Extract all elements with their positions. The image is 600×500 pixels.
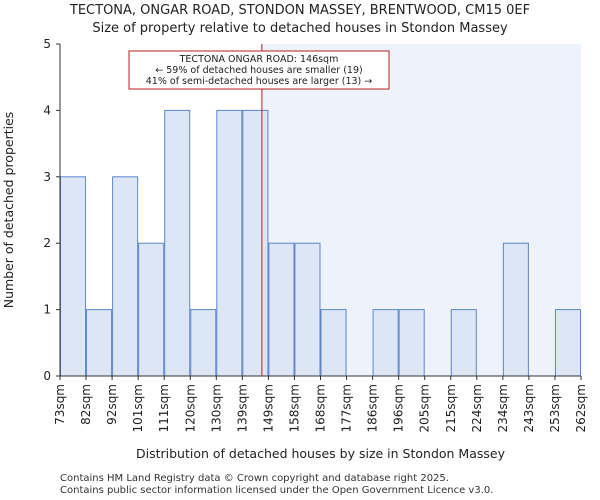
chart-subtitle: Size of property relative to detached ho… — [92, 21, 508, 36]
histogram-bar — [450, 309, 477, 377]
x-tick-label: 149sqm — [261, 384, 275, 432]
histogram-bar — [554, 309, 582, 377]
x-tick-label: 120sqm — [183, 384, 197, 432]
y-tick-label: 5 — [43, 37, 51, 51]
y-tick-label: 4 — [43, 103, 51, 117]
x-tick-label: 262sqm — [574, 384, 588, 432]
x-tick-label: 253sqm — [548, 384, 562, 432]
x-tick-label: 224sqm — [470, 384, 484, 432]
x-tick-label: 73sqm — [53, 384, 67, 425]
x-tick-label: 177sqm — [340, 384, 354, 432]
x-tick-label: 139sqm — [235, 384, 249, 432]
y-tick-label: 0 — [43, 369, 51, 383]
histogram-bar — [164, 109, 191, 377]
chart-title: TECTONA, ONGAR ROAD, STONDON MASSEY, BRE… — [69, 3, 530, 18]
histogram-bar — [268, 242, 295, 377]
x-tick-label: 101sqm — [131, 384, 145, 432]
footer-licence: Contains public sector information licen… — [60, 485, 494, 496]
histogram-bar — [216, 109, 243, 377]
y-tick-label: 2 — [43, 236, 51, 250]
annotation-line: 41% of semi-detached houses are larger (… — [146, 76, 373, 87]
x-tick-label: 111sqm — [157, 384, 171, 432]
annotation-line: ← 59% of detached houses are smaller (19… — [155, 65, 362, 76]
histogram-bar — [60, 176, 87, 377]
y-tick-label: 1 — [43, 303, 51, 317]
histogram-bar — [372, 309, 399, 377]
x-tick-label: 158sqm — [287, 384, 301, 432]
histogram-bar — [112, 176, 139, 377]
x-tick-label: 92sqm — [105, 384, 119, 425]
x-tick-label: 234sqm — [496, 384, 510, 432]
x-tick-label: 186sqm — [366, 384, 380, 432]
histogram-bar — [190, 309, 217, 377]
x-axis-label: Distribution of detached houses by size … — [136, 446, 506, 461]
x-tick-label: 205sqm — [418, 384, 432, 432]
footer-copyright: Contains HM Land Registry data © Crown c… — [60, 473, 449, 484]
x-tick-label: 168sqm — [314, 384, 328, 432]
y-tick-label: 3 — [43, 170, 51, 184]
histogram-bar — [502, 242, 529, 377]
histogram-bar — [138, 242, 165, 377]
x-tick-label: 243sqm — [522, 384, 536, 432]
x-tick-label: 130sqm — [209, 384, 223, 432]
histogram-bar — [398, 309, 425, 377]
x-tick-label: 215sqm — [444, 384, 458, 432]
histogram-bar — [294, 242, 321, 377]
histogram-bar — [86, 309, 113, 377]
annotation-line: TECTONA ONGAR ROAD: 146sqm — [179, 54, 339, 65]
y-axis-label: Number of detached properties — [1, 112, 16, 309]
x-tick-label: 196sqm — [392, 384, 406, 432]
annotation-box — [128, 50, 390, 90]
histogram-bar — [242, 109, 269, 377]
x-tick-label: 82sqm — [79, 384, 93, 425]
histogram-bar — [320, 309, 347, 377]
